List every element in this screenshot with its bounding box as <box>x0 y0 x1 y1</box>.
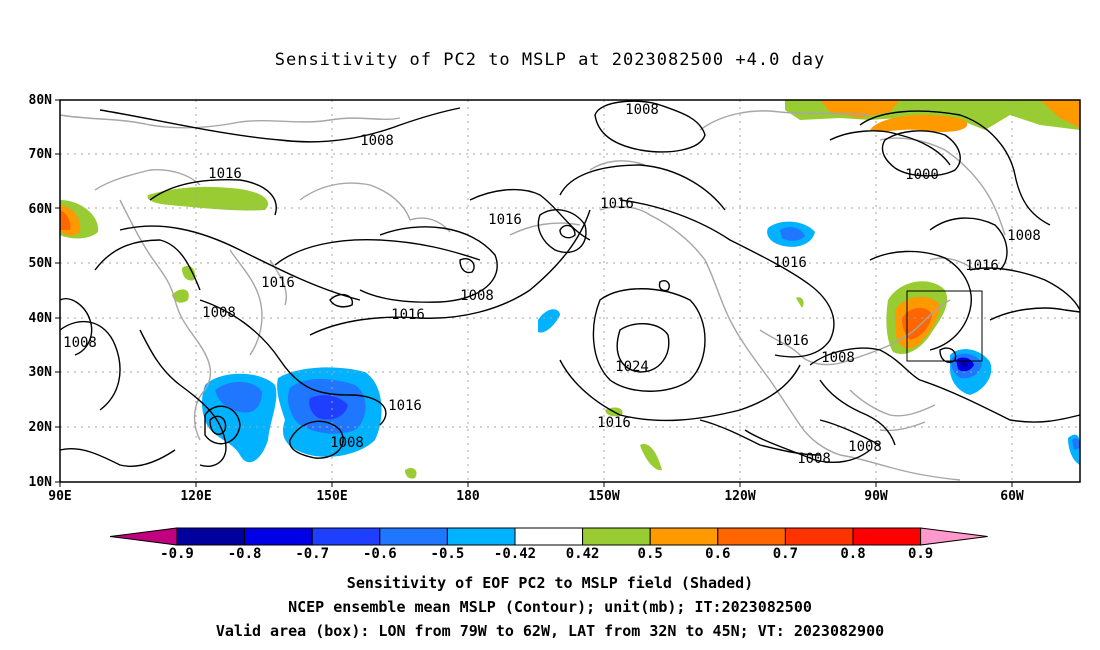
footer-line-3: Valid area (box): LON from 79W to 62W, L… <box>215 622 885 640</box>
contour-label: 1008 <box>330 435 364 451</box>
footer-line-2: NCEP ensemble mean MSLP (Contour); unit(… <box>288 598 812 616</box>
lat-label: 80N <box>29 93 53 108</box>
contour-label: 1008 <box>460 288 494 304</box>
mslp-contours <box>59 100 1081 467</box>
contour-label: 1008 <box>1007 228 1041 244</box>
lon-label: 150W <box>588 489 619 504</box>
contour-label: 1016 <box>965 258 999 274</box>
colorbar-swatch <box>649 527 719 546</box>
colorbar-low-cap <box>109 527 178 546</box>
contour-label: 1016 <box>488 212 522 228</box>
colorbar-labels: -0.9 -0.8 -0.7 -0.6 -0.5 -0.42 0.42 0.5 0.6 0.7 0.… <box>160 546 933 562</box>
contour-label: 1008 <box>848 439 882 455</box>
colorbar-label: 0.7 <box>773 546 798 562</box>
colorbar-label: -0.6 <box>363 546 397 562</box>
lon-label: 90W <box>864 489 888 504</box>
lat-label: 50N <box>29 256 53 271</box>
lat-label: 20N <box>29 420 53 435</box>
contour-labels: 1008 1008 1016 1016 1016 1016 1008 1016 … <box>63 102 1041 467</box>
colorbar-swatch <box>784 527 854 546</box>
lat-label: 70N <box>29 147 53 162</box>
colorbar-swatch <box>582 527 651 546</box>
contour-label: 1016 <box>388 398 422 414</box>
coastlines <box>59 110 1006 481</box>
contour-label: 1016 <box>597 415 631 431</box>
colorbar-swatch <box>717 527 786 546</box>
colorbar-label: 0.8 <box>840 546 865 562</box>
colorbar-label: -0.42 <box>494 546 536 562</box>
lon-label: 120W <box>724 489 755 504</box>
contour-label: 1016 <box>600 196 634 212</box>
colorbar-label: -0.9 <box>160 546 194 562</box>
contour-label: 1008 <box>821 350 855 366</box>
lat-label: 30N <box>29 365 53 380</box>
lon-label: 90E <box>48 489 71 504</box>
colorbar-label: -0.8 <box>228 546 262 562</box>
footer-line-1: Sensitivity of EOF PC2 to MSLP field (Sh… <box>346 574 754 592</box>
colorbar-label: 0.42 <box>566 546 600 562</box>
contour-label: 1016 <box>773 255 807 271</box>
contour-label: 1008 <box>202 305 236 321</box>
colorbar-swatch <box>244 527 313 546</box>
map-frame <box>59 99 1081 483</box>
lon-label: 150E <box>316 489 347 504</box>
lat-label: 40N <box>29 311 53 326</box>
colorbar-swatch <box>514 527 584 546</box>
colorbar-swatch <box>379 527 448 546</box>
lon-label: 120E <box>180 489 211 504</box>
colorbar-swatch <box>446 527 516 546</box>
contour-label: 1016 <box>391 307 425 323</box>
lon-axis: 90E 120E 150E 180 150W 120W 90W 60W <box>48 482 1024 504</box>
colorbar-swatch <box>852 527 922 546</box>
lon-label: 60W <box>1000 489 1024 504</box>
contour-label: 1000 <box>905 167 939 183</box>
lat-label: 60N <box>29 202 53 217</box>
lat-label: 10N <box>29 475 53 490</box>
colorbar <box>109 527 988 546</box>
lat-axis: 80N 70N 60N 50N 40N 30N 20N 10N <box>29 93 60 490</box>
contour-label: 1016 <box>775 333 809 349</box>
colorbar-label: -0.7 <box>295 546 329 562</box>
contour-label: 1016 <box>208 166 242 182</box>
colorbar-swatch <box>176 527 246 546</box>
valid-area-box <box>906 290 983 362</box>
lon-label: 180 <box>456 489 480 504</box>
contour-label: 1016 <box>261 275 295 291</box>
sensitivity-shading <box>60 100 1080 479</box>
contour-label: 1008 <box>797 451 831 467</box>
contour-label: 1008 <box>360 133 394 149</box>
graticule <box>60 100 1080 482</box>
colorbar-swatch <box>311 527 381 546</box>
contour-label: 1024 <box>615 359 649 375</box>
colorbar-label: 0.5 <box>638 546 663 562</box>
colorbar-label: 0.6 <box>705 546 730 562</box>
colorbar-high-cap <box>920 527 988 546</box>
map-title: Sensitivity of PC2 to MSLP at 2023082500… <box>274 50 826 70</box>
contour-label: 1008 <box>625 102 659 118</box>
colorbar-label: 0.9 <box>908 546 933 562</box>
colorbar-label: -0.5 <box>431 546 465 562</box>
contour-label: 1008 <box>63 335 97 351</box>
